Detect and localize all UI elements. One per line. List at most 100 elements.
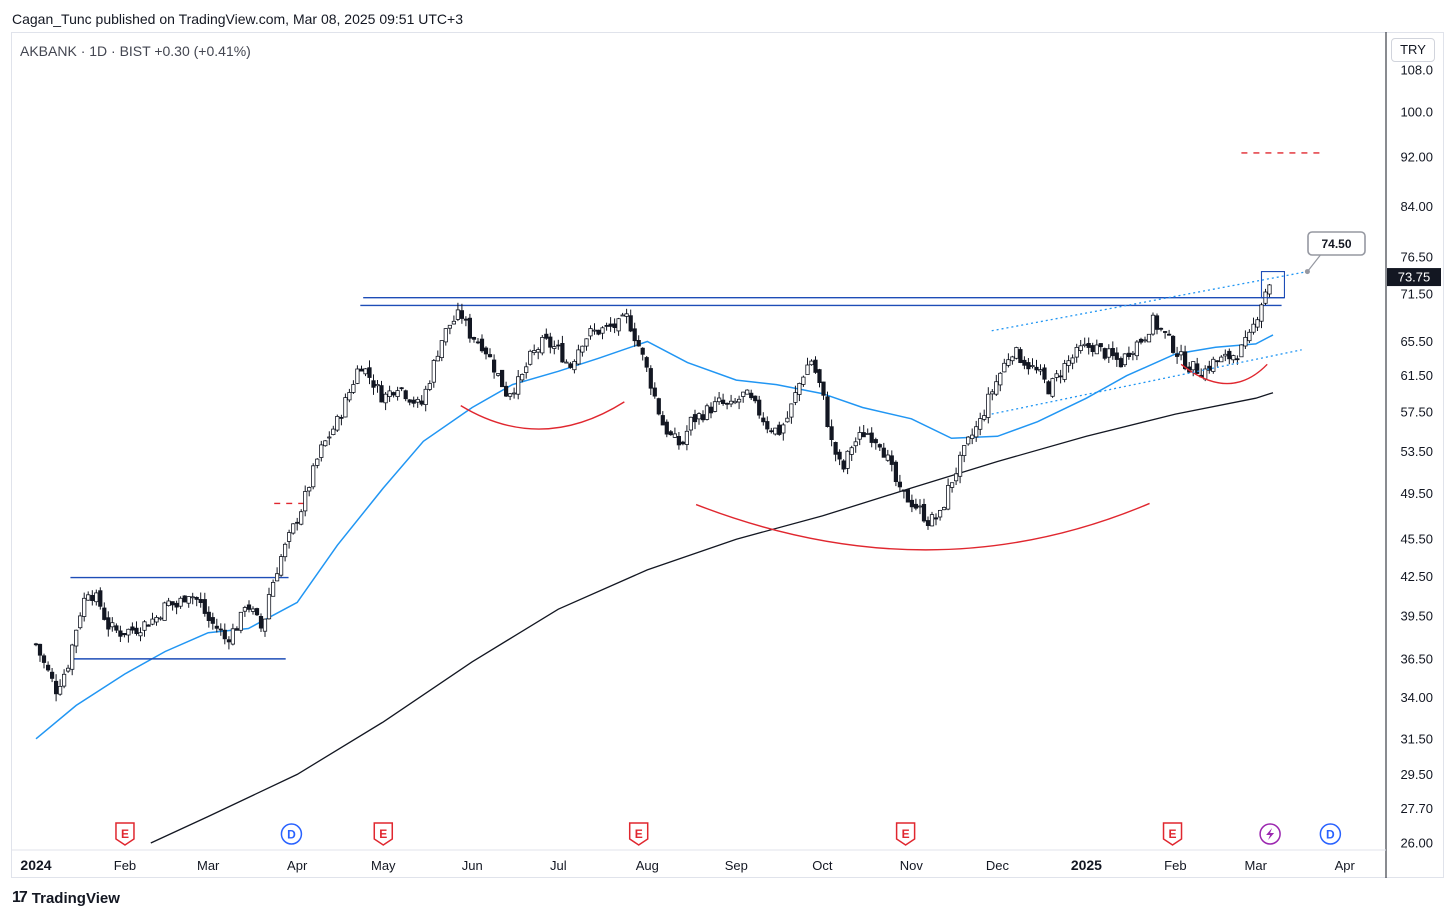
- candle-body: [829, 426, 834, 441]
- candle-body: [110, 622, 115, 628]
- earnings-label: E: [635, 827, 643, 841]
- candle-body: [909, 499, 915, 508]
- candle-body: [1167, 333, 1172, 336]
- y-tick-label: 29.50: [1400, 767, 1433, 782]
- candle-body: [479, 338, 485, 352]
- cup-arc-small[interactable]: [460, 401, 625, 430]
- candle-body: [258, 616, 264, 629]
- candle-body: [367, 367, 372, 378]
- x-tick-label: Apr: [1335, 858, 1356, 873]
- candle-body: [741, 391, 746, 397]
- candle-body: [507, 393, 513, 397]
- candle-body: [873, 439, 878, 444]
- candle-body: [933, 517, 939, 520]
- candle-body: [307, 487, 312, 492]
- candle-body: [725, 402, 730, 405]
- candle-body: [966, 436, 971, 445]
- candle-body: [600, 327, 605, 334]
- symbol-legend[interactable]: AKBANK · 1D · BIST +0.30 (+0.41%): [20, 43, 251, 59]
- earnings-icon[interactable]: [373, 822, 394, 846]
- candle-body: [451, 320, 457, 325]
- candle-body: [1070, 357, 1075, 364]
- candle-body: [612, 323, 617, 328]
- earnings-icon[interactable]: [1162, 822, 1183, 846]
- candle-body: [1219, 356, 1224, 363]
- candle-body: [520, 373, 525, 381]
- earnings-icon[interactable]: [628, 822, 649, 846]
- candle-body: [1239, 344, 1244, 358]
- candle-body: [865, 433, 870, 435]
- x-tick-label: Oct: [812, 858, 833, 873]
- callout-box[interactable]: [1307, 231, 1366, 256]
- candle-body: [712, 401, 718, 412]
- channel-upper-line[interactable]: [991, 270, 1308, 332]
- candle-body: [664, 421, 669, 435]
- x-tick-label: Apr: [287, 858, 308, 873]
- candle-body: [395, 390, 400, 398]
- candle-body: [576, 349, 581, 365]
- candle-body: [190, 596, 195, 599]
- candle-body: [544, 333, 549, 339]
- y-tick-label: 42.50: [1400, 569, 1433, 584]
- candle-body: [487, 354, 493, 358]
- candle-body: [178, 597, 183, 607]
- price-box[interactable]: [1260, 271, 1285, 299]
- cup-arc-large[interactable]: [695, 502, 1150, 551]
- candle-body: [560, 342, 565, 363]
- candle-body: [206, 611, 211, 622]
- candle-body: [628, 315, 633, 332]
- x-tick-label: 2024: [20, 857, 51, 873]
- earnings-label: E: [121, 827, 129, 841]
- candle-body: [82, 597, 87, 617]
- candle-body: [182, 595, 187, 603]
- candle-body: [1231, 355, 1236, 361]
- candle-body: [347, 392, 352, 401]
- candle-body: [114, 625, 119, 631]
- candle-body: [1259, 304, 1264, 322]
- tradingview-logo-icon: 17: [12, 889, 28, 906]
- candle-body: [459, 310, 465, 319]
- earnings-icon[interactable]: [115, 822, 135, 846]
- candle-body: [632, 328, 637, 342]
- candle-body: [1030, 365, 1035, 368]
- candle-body: [327, 436, 332, 439]
- candle-body: [704, 405, 710, 420]
- callout-anchor[interactable]: [1304, 269, 1310, 275]
- candle-body: [1235, 358, 1240, 361]
- earnings-icon[interactable]: [895, 822, 916, 846]
- candle-body: [1191, 361, 1196, 371]
- candle-body: [853, 441, 858, 447]
- last-price-tag: [1387, 268, 1441, 287]
- candle-body: [74, 629, 79, 647]
- candle-body: [138, 632, 143, 637]
- x-tick-label: May: [371, 858, 396, 873]
- candle-body: [250, 608, 256, 612]
- candle-body: [198, 599, 203, 604]
- candle-body: [411, 399, 416, 404]
- candle-body: [146, 624, 151, 627]
- candle-body: [1006, 359, 1011, 366]
- candle-body: [443, 328, 448, 343]
- tradingview-logo[interactable]: 17 TradingView: [12, 889, 120, 907]
- candle-body: [274, 573, 280, 582]
- candle-body: [278, 556, 284, 576]
- candle-body: [1215, 360, 1220, 363]
- currency-button[interactable]: TRY: [1391, 38, 1435, 62]
- candle-body: [1022, 359, 1027, 366]
- candle-body: [471, 336, 477, 340]
- candle-body: [415, 398, 420, 403]
- candle-body: [721, 399, 726, 405]
- candle-body: [343, 397, 348, 418]
- y-tick-label: 76.50: [1400, 250, 1433, 265]
- candle-body: [857, 432, 862, 440]
- candle-body: [134, 627, 139, 635]
- candle-body: [797, 382, 802, 395]
- dividend-icon[interactable]: [280, 823, 303, 845]
- channel-lower-line[interactable]: [991, 349, 1302, 415]
- candle-body: [837, 451, 842, 460]
- cup-arc-handle[interactable]: [1180, 363, 1268, 385]
- candle-body: [1010, 356, 1015, 362]
- candle-body: [230, 628, 235, 645]
- dividend-icon[interactable]: [1319, 823, 1342, 845]
